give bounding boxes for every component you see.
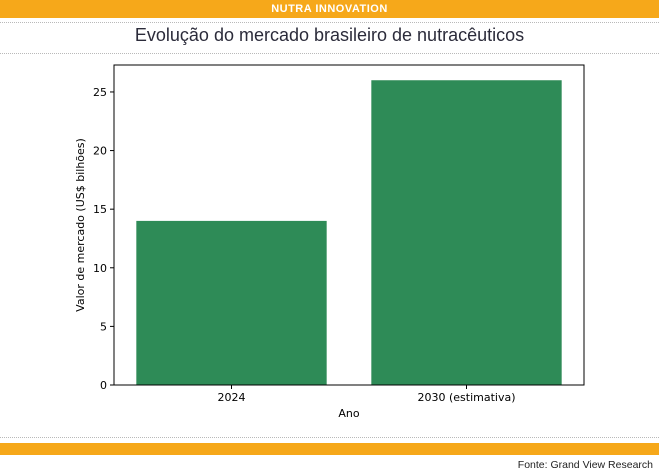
x-axis: 2024 2030 (estimativa) xyxy=(218,385,516,404)
y-tick-label-1: 5 xyxy=(100,320,107,333)
page-title: Evolução do mercado brasileiro de nutrac… xyxy=(134,25,525,45)
source-note: Fonte: Grand View Research xyxy=(517,459,653,471)
x-tick-label-1: 2030 (estimativa) xyxy=(417,391,515,404)
footer-bar xyxy=(0,443,659,455)
x-axis-label: Ano xyxy=(338,407,359,420)
bar-0 xyxy=(136,220,327,385)
y-axis: 0 5 10 15 20 25 xyxy=(93,86,114,392)
plot-frame xyxy=(113,64,585,386)
brand-banner: NUTRA INNOVATION xyxy=(0,0,659,18)
y-tick-label-4: 20 xyxy=(93,145,107,158)
bar-chart: 0 5 10 15 20 25 2024 2030 (estimativa) Ano Val… xyxy=(74,64,585,420)
y-tick-label-5: 25 xyxy=(93,86,107,99)
y-tick-label-0: 0 xyxy=(100,379,107,392)
footer-divider xyxy=(0,437,659,438)
x-tick-label-0: 2024 xyxy=(218,391,246,404)
y-tick-label-2: 10 xyxy=(93,262,107,275)
title-divider xyxy=(0,53,659,54)
top-divider xyxy=(0,22,659,23)
bar-1 xyxy=(371,80,562,385)
y-tick-label-3: 15 xyxy=(93,203,107,216)
y-axis-label: Valor de mercado (US$ bilhões) xyxy=(74,138,87,312)
bars-layer xyxy=(136,80,562,385)
